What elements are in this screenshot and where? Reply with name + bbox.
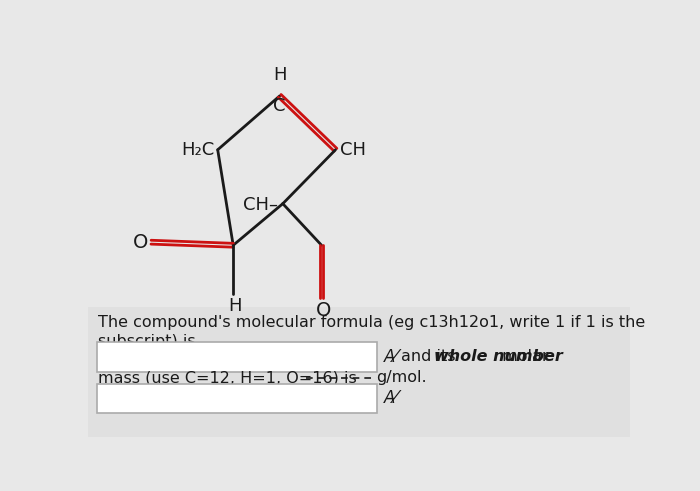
Text: and its: and its	[400, 350, 460, 364]
FancyBboxPatch shape	[97, 342, 377, 372]
Text: CH–: CH–	[243, 196, 278, 214]
Text: The compound's molecular formula (eg c13h12o1, write 1 if 1 is the
subscript) is: The compound's molecular formula (eg c13…	[98, 315, 645, 350]
Text: C: C	[274, 97, 286, 115]
FancyBboxPatch shape	[97, 384, 377, 413]
FancyBboxPatch shape	[88, 307, 630, 437]
Text: molar: molar	[498, 350, 549, 364]
Text: O: O	[132, 233, 148, 252]
Text: g/mol.: g/mol.	[376, 370, 426, 385]
Text: H: H	[273, 66, 286, 83]
Text: O: O	[316, 300, 331, 320]
Text: whole number: whole number	[434, 350, 563, 364]
Text: A⁄: A⁄	[384, 389, 398, 408]
Text: A⁄: A⁄	[384, 348, 398, 366]
Text: H: H	[228, 297, 242, 315]
Text: CH: CH	[340, 141, 366, 159]
Text: mass (use C=12, H=1, O=16) is: mass (use C=12, H=1, O=16) is	[98, 370, 357, 385]
Text: H₂C: H₂C	[181, 141, 215, 159]
